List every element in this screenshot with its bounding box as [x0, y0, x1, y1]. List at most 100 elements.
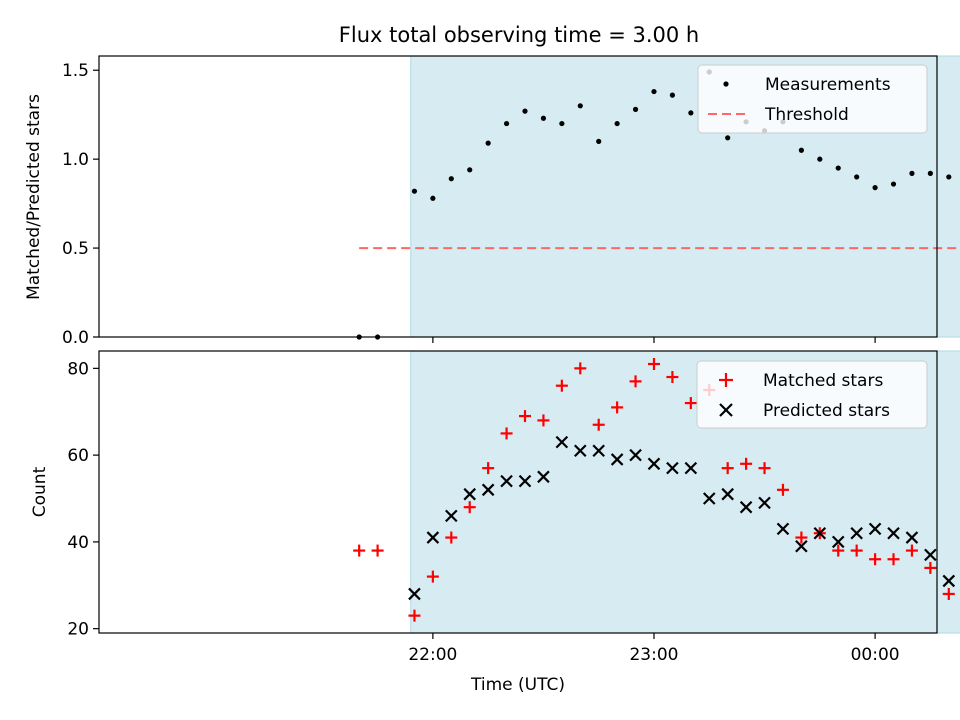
measurement-point: [909, 170, 915, 176]
predicted-star-point: [942, 574, 956, 588]
matched-star-point: [519, 410, 532, 423]
measurement-point: [411, 188, 418, 194]
y-tick-label: 0.5: [62, 239, 89, 259]
predicted-star-point: [868, 522, 882, 536]
predicted-star-point: [684, 461, 698, 475]
top-legend: Measurements Threshold: [697, 64, 928, 134]
measurement-point: [688, 110, 694, 116]
measurement-point: [872, 185, 878, 191]
matched-star-point: [353, 544, 366, 557]
predicted-star-point: [463, 487, 477, 501]
x-axis-label: Time (UTC): [470, 675, 565, 695]
measurement-point: [503, 120, 510, 127]
matched-star-point: [684, 397, 697, 410]
predicted-star-point: [574, 444, 587, 458]
predicted-star-point: [445, 509, 458, 523]
predicted-star-point: [426, 531, 440, 544]
matched-star-point: [408, 609, 421, 622]
x-tick-label: 22:00: [408, 645, 457, 665]
chart-title: Flux total observing time = 3.00 h: [339, 23, 699, 47]
matched-star-point: [574, 362, 587, 375]
predicted-star-point: [739, 500, 753, 514]
predicted-star-point: [500, 474, 513, 488]
matched-star-point: [721, 462, 734, 475]
matched-star-point: [647, 358, 660, 371]
matched-star-point: [776, 483, 789, 496]
y-tick-label: 80: [67, 359, 89, 379]
predicted-star-point: [776, 522, 790, 536]
matched-star-point: [463, 501, 476, 514]
top-panel: 0.0 0.5 1.0 1.5 Matched/Predicted stars Mea…: [24, 55, 960, 348]
matched-star-point: [740, 457, 753, 470]
legend-measurements-label: Measurements: [765, 75, 891, 95]
y-tick-label: 0.0: [62, 328, 89, 348]
predicted-star-point: [537, 470, 550, 484]
bottom-y-ticks: 20 40 60 80: [67, 359, 99, 640]
legend-threshold-label: Threshold: [764, 105, 849, 125]
top-x-ticks: [432, 337, 876, 343]
measurement-point: [614, 120, 620, 127]
predicted-star-point: [408, 587, 421, 601]
predicted-star-point: [758, 496, 771, 510]
measurement-point: [927, 170, 933, 176]
predicted-star-point: [666, 461, 679, 475]
y-tick-label: 1.0: [62, 150, 89, 170]
matched-star-point: [924, 561, 937, 574]
measurement-point: [835, 165, 841, 171]
matched-star-point: [905, 544, 918, 557]
predicted-star-point: [555, 435, 569, 449]
legend-predicted-marker: [719, 403, 733, 417]
measurement-point: [522, 108, 528, 114]
predicted-star-point: [647, 457, 661, 471]
predicted-star-point: [721, 487, 734, 501]
bottom-axes-frame: [98, 350, 938, 634]
measurement-point: [632, 106, 639, 112]
matched-star-point: [832, 544, 845, 557]
predicted-star-point: [629, 448, 642, 462]
legend-matched-label: Matched stars: [763, 371, 883, 391]
predicted-star-point: [592, 444, 605, 458]
legend-matched-marker: [719, 373, 733, 387]
matched-star-point: [537, 414, 550, 427]
matched-star-point: [371, 544, 384, 557]
y-tick-label: 40: [67, 533, 89, 553]
measurement-point: [559, 120, 565, 127]
measurement-point: [817, 156, 823, 162]
top-y-axis-label: Matched/Predicted stars: [24, 94, 44, 300]
matched-star-point: [445, 531, 458, 544]
matched-star-point: [629, 375, 642, 388]
predicted-star-point: [850, 526, 863, 540]
y-tick-label: 60: [67, 446, 89, 466]
predicted-star-point: [831, 535, 845, 549]
matched-star-point: [666, 371, 679, 384]
legend-measurements-marker: [723, 81, 729, 87]
measurement-point: [651, 88, 657, 95]
matched-star-point: [611, 401, 624, 414]
bottom-legend: Matched stars Predicted stars: [696, 360, 928, 429]
top-y-ticks: 0.0 0.5 1.0 1.5: [62, 61, 99, 348]
predicted-star-point: [887, 526, 900, 540]
x-tick-label: 23:00: [629, 645, 678, 665]
top-axes-frame: [98, 55, 938, 338]
measurement-point: [854, 174, 860, 180]
predicted-star-point: [518, 474, 532, 488]
measurement-point: [946, 174, 952, 180]
measurement-point: [540, 115, 547, 121]
bottom-y-axis-label: Count: [30, 466, 50, 517]
matched-star-point: [850, 544, 863, 557]
measurement-point: [890, 181, 897, 187]
measurement-point: [430, 195, 436, 201]
y-tick-label: 20: [67, 620, 89, 640]
measurement-point: [577, 103, 583, 109]
predicted-star-point: [813, 526, 827, 540]
matched-star-point: [758, 462, 771, 475]
measurement-point: [596, 138, 602, 144]
predicted-star-point: [924, 548, 937, 562]
y-tick-label: 1.5: [62, 61, 89, 81]
matched-star-point: [942, 587, 955, 600]
x-tick-label: 00:00: [851, 645, 900, 665]
matched-star-point: [555, 379, 568, 392]
matched-star-point: [795, 531, 808, 544]
